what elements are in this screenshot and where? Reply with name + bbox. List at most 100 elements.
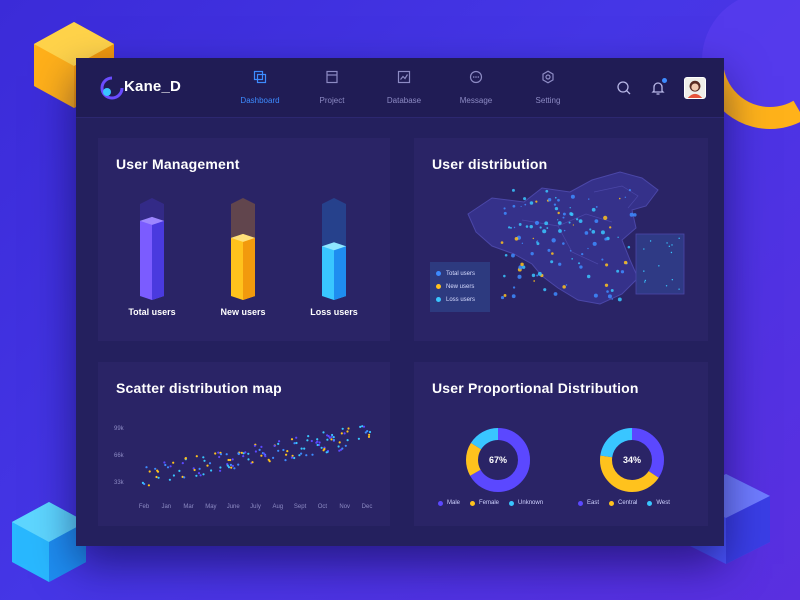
x-axis-ticks: Feb Jan Mar May June July Aug Sept Oct Nov Dec: [139, 504, 373, 510]
y-tick: 66k: [114, 453, 125, 459]
scatter-point: [141, 481, 144, 484]
china-map[interactable]: [462, 168, 702, 318]
scatter-point: [277, 449, 280, 452]
donut-region-legend: East Central West: [578, 500, 670, 506]
nav-project[interactable]: Project: [296, 70, 368, 110]
legend-label: New users: [446, 283, 475, 290]
map-dot: [658, 265, 660, 267]
scatter-point: [318, 441, 321, 444]
map-dot: [513, 226, 516, 229]
map-dot: [620, 270, 625, 274]
scatter-point: [290, 456, 294, 459]
map-dot: [571, 258, 574, 260]
donut-region[interactable]: 34%: [592, 420, 672, 500]
scatter-point: [286, 450, 289, 453]
cube-decoration: [12, 502, 86, 582]
scatter-point: [260, 445, 263, 448]
nav-dashboard[interactable]: Dashboard: [224, 70, 296, 110]
notification-badge: [662, 78, 667, 83]
scatter-point: [310, 439, 313, 443]
scatter-point: [195, 455, 198, 458]
scatter-point: [184, 457, 187, 460]
map-dot: [665, 285, 668, 287]
donut-gender[interactable]: 67%: [458, 420, 538, 500]
nav-setting[interactable]: Setting: [512, 70, 584, 110]
scatter-point: [285, 453, 288, 456]
map-dot: [591, 230, 596, 234]
bar-total-users[interactable]: Total users: [122, 196, 182, 317]
donut-center-label: 34%: [623, 455, 641, 465]
map-dot: [550, 260, 554, 264]
map-dot: [546, 227, 549, 229]
map-dot: [562, 285, 566, 289]
scatter-point: [225, 453, 228, 456]
map-dot: [562, 212, 566, 216]
scatter-point: [156, 470, 160, 473]
map-dot: [503, 207, 506, 210]
map-dot: [557, 221, 562, 225]
legend-dot: [436, 297, 441, 302]
scatter-point: [208, 462, 212, 465]
notifications-button[interactable]: [650, 78, 667, 96]
scatter-point: [219, 466, 222, 469]
brand-name: Kane_D: [124, 78, 182, 95]
scatter-point: [172, 461, 175, 464]
legend-dot: [436, 271, 441, 276]
map-dot: [594, 219, 599, 224]
map-dot: [569, 212, 573, 216]
map-dot: [529, 201, 534, 205]
map-dot: [600, 230, 605, 235]
scatter-point: [237, 463, 240, 466]
map-dot: [586, 274, 591, 279]
map-dot: [668, 245, 671, 248]
card-title: User Management: [116, 156, 240, 172]
bar-loss-users[interactable]: Loss users: [304, 196, 364, 317]
dashboard-window: Kane_D Dashboard Project Database Messag…: [76, 58, 724, 546]
scatter-point: [282, 448, 285, 452]
scatter-point: [163, 461, 166, 464]
map-dot: [518, 223, 522, 226]
scatter-chart[interactable]: 99k 66k 33k Feb Jan Mar May June July Aug Sept O…: [112, 414, 382, 514]
map-dot: [562, 216, 565, 219]
search-button[interactable]: [616, 80, 632, 96]
scatter-point: [169, 465, 172, 468]
scatter-point: [210, 469, 213, 472]
map-dot: [644, 281, 646, 283]
map-dot: [623, 260, 628, 265]
map-dot: [649, 240, 652, 242]
nav-database[interactable]: Database: [368, 70, 440, 110]
bar-new-users-graphic: [231, 198, 255, 300]
nav-label: Project: [319, 96, 345, 105]
map-dot: [521, 265, 526, 269]
scatter-point: [198, 467, 201, 470]
scatter-point: [260, 454, 263, 457]
avatar[interactable]: [684, 77, 706, 99]
nav-message[interactable]: Message: [440, 70, 512, 110]
scatter-point: [154, 467, 157, 470]
legend-label: West: [656, 500, 670, 506]
scatter-point: [268, 460, 271, 463]
map-dot: [500, 295, 505, 300]
scatter-point: [320, 446, 323, 449]
map-dot: [588, 198, 590, 200]
legend-item: Loss users: [436, 293, 484, 306]
scatter-point: [166, 466, 170, 469]
scatter-point: [148, 470, 151, 473]
map-dot: [553, 292, 558, 296]
scatter-point: [344, 444, 347, 447]
map-dot: [617, 297, 622, 302]
scatter-point: [359, 425, 362, 428]
map-dot: [595, 205, 598, 208]
bar-new-users[interactable]: New users: [213, 196, 273, 317]
map-dot: [587, 247, 589, 250]
x-tick: June: [227, 504, 241, 510]
x-tick: Dec: [362, 504, 373, 510]
scatter-point: [219, 453, 223, 456]
scatter-point: [277, 442, 280, 445]
scatter-point: [307, 435, 310, 438]
map-dot: [644, 279, 647, 282]
map-dot: [554, 196, 557, 199]
map-dot: [568, 221, 571, 224]
scatter-point: [368, 433, 371, 436]
bar-label: Total users: [128, 307, 176, 317]
